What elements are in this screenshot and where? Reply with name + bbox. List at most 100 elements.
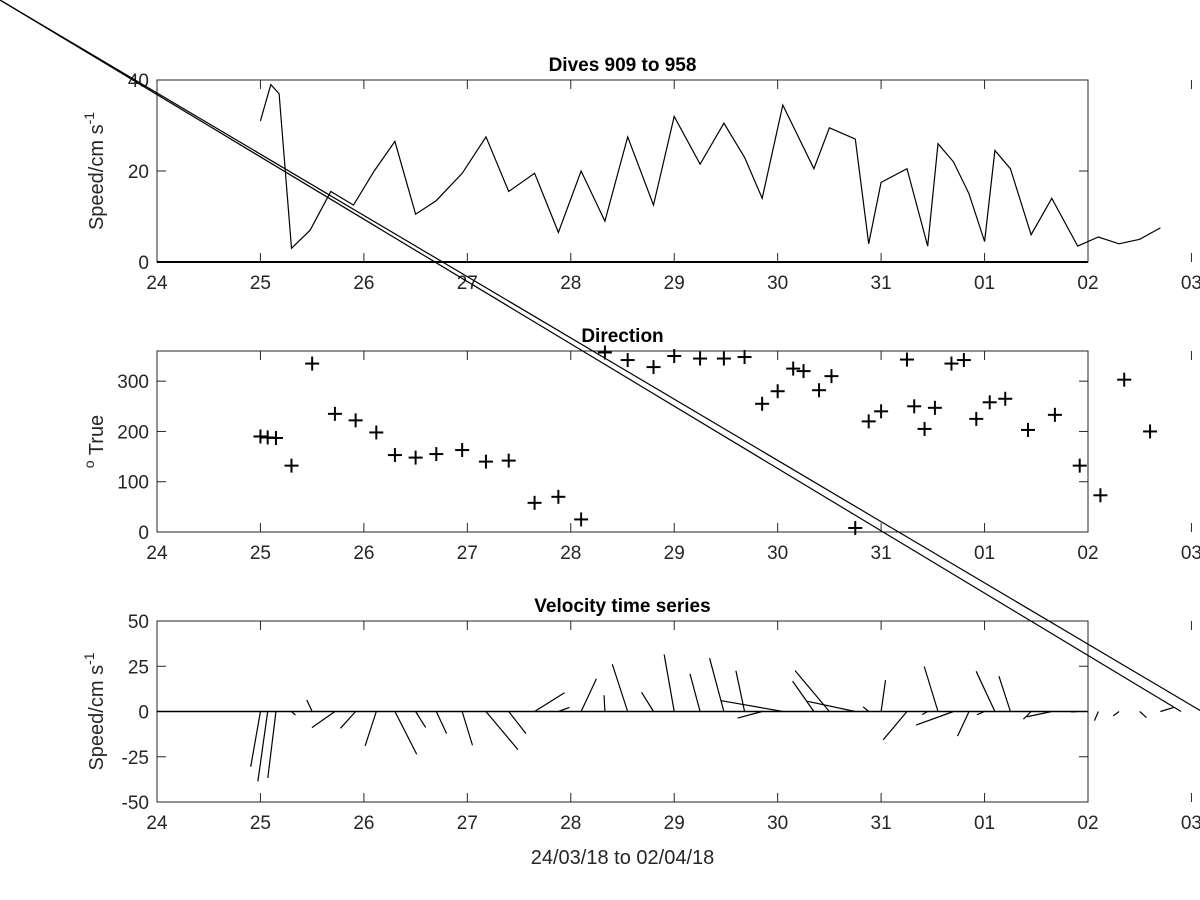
velocity-panel-x-tick-label: 01 xyxy=(974,813,995,834)
velocity-stick xyxy=(580,678,597,712)
velocity-panel-x-label: 24/03/18 to 02/04/18 xyxy=(531,847,715,869)
velocity-stick xyxy=(1160,706,1174,713)
direction-point xyxy=(1047,407,1062,422)
direction-point xyxy=(982,395,997,410)
direction-panel-frame xyxy=(156,350,1089,533)
direction-panel-x-tick-label: 27 xyxy=(457,543,478,564)
velocity-stick xyxy=(0,0,1200,712)
velocity-panel-y-label-main: Speed/cm s xyxy=(86,665,108,771)
speed-panel-x-tick-label: 24 xyxy=(146,273,168,294)
direction-point xyxy=(899,352,914,367)
velocity-panel-x-tick-label: 27 xyxy=(457,813,478,834)
velocity-panel-y-tick-label: 25 xyxy=(128,657,149,678)
direction-point xyxy=(927,400,942,415)
direction-point xyxy=(969,411,984,426)
direction-panel-x-tick-label: 30 xyxy=(767,543,788,564)
direction-point xyxy=(646,360,661,375)
direction-panel-x-tick-label: 28 xyxy=(560,543,581,564)
speed-panel-x-tick-label: 01 xyxy=(974,273,995,294)
velocity-panel-title: Velocity time series xyxy=(534,596,710,617)
velocity-stick xyxy=(880,680,887,712)
velocity-panel-y-tick-label: 0 xyxy=(138,703,149,724)
velocity-stick xyxy=(306,699,313,712)
velocity-stick xyxy=(603,695,606,712)
velocity-panel-x-tick-label: 28 xyxy=(560,813,581,834)
velocity-stick xyxy=(663,654,675,712)
direction-point xyxy=(620,353,635,368)
velocity-stick xyxy=(415,711,427,728)
velocity-stick xyxy=(689,673,701,712)
velocity-panel-y-tick-label: -50 xyxy=(122,793,149,814)
direction-point xyxy=(369,425,384,440)
direction-panel-x-ticks: 24 25 26 27 28 29 30 31 01 02 03 xyxy=(146,351,1200,564)
velocity-stick xyxy=(915,710,954,726)
direction-point xyxy=(755,396,770,411)
velocity-panel-x-tick-label: 26 xyxy=(353,813,374,834)
speed-panel-x-tick-label: 29 xyxy=(664,273,685,294)
speed-panel: Dives 909 to 958 02040 24252627282930310… xyxy=(81,55,1200,294)
velocity-stick xyxy=(485,711,519,751)
direction-point xyxy=(667,349,682,364)
velocity-panel-x-tick-label: 03 xyxy=(1181,813,1200,834)
velocity-stick xyxy=(311,711,336,729)
direction-panel-y-ticks: 0 100 200 300 xyxy=(117,372,1088,544)
direction-point xyxy=(796,364,811,379)
direction-point xyxy=(956,353,971,368)
direction-point xyxy=(348,413,363,428)
direction-panel-y-tick-label: 200 xyxy=(117,422,149,443)
velocity-stick xyxy=(291,711,296,716)
direction-panel-y-label-superscript: o xyxy=(81,460,97,468)
velocity-stick xyxy=(721,700,783,713)
velocity-panel-series xyxy=(0,0,1200,782)
velocity-stick xyxy=(611,663,629,712)
velocity-stick xyxy=(364,711,377,747)
direction-panel-x-tick-label: 01 xyxy=(974,543,995,564)
direction-panel-y-tick-label: 100 xyxy=(117,473,149,494)
velocity-panel-x-tick-label: 24 xyxy=(146,813,168,834)
speed-panel-y-label-superscript: -1 xyxy=(81,112,97,125)
velocity-stick xyxy=(862,706,870,712)
velocity-stick xyxy=(257,711,269,782)
direction-panel-y-tick-label: 0 xyxy=(138,523,149,544)
velocity-stick xyxy=(923,666,939,712)
velocity-panel-x-tick-label: 31 xyxy=(871,813,892,834)
velocity-stick xyxy=(1112,711,1120,717)
velocity-panel-x-ticks: 24 25 26 27 28 29 30 31 01 02 03 xyxy=(146,621,1200,834)
direction-point xyxy=(305,356,320,371)
speed-panel-title: Dives 909 to 958 xyxy=(549,55,697,76)
velocity-stick xyxy=(998,676,1011,712)
direction-point xyxy=(907,399,922,414)
direction-point xyxy=(998,391,1013,406)
velocity-stick xyxy=(1023,711,1032,720)
speed-panel-x-tick-label: 30 xyxy=(767,273,788,294)
direction-panel-y-label: o True xyxy=(81,415,108,468)
velocity-stick xyxy=(0,0,1182,713)
direction-point xyxy=(551,489,566,504)
direction-point xyxy=(848,520,863,535)
speed-panel-series xyxy=(157,83,1161,263)
speed-panel-x-tick-label: 26 xyxy=(353,273,374,294)
direction-point xyxy=(812,383,827,398)
velocity-stick xyxy=(435,711,448,734)
velocity-stick xyxy=(975,671,996,712)
velocity-stick xyxy=(737,710,763,719)
velocity-stick xyxy=(461,711,474,746)
velocity-panel-y-tick-label: -25 xyxy=(122,748,149,769)
velocity-stick xyxy=(709,658,725,712)
velocity-panel-x-tick-label: 02 xyxy=(1077,813,1098,834)
velocity-panel-y-label: Speed/cm s-1 xyxy=(81,652,108,770)
direction-point xyxy=(574,512,589,527)
velocity-stick xyxy=(250,711,262,767)
direction-panel-title: Direction xyxy=(581,326,663,347)
direction-point xyxy=(1143,424,1158,439)
direction-point xyxy=(327,406,342,421)
velocity-stick xyxy=(1026,710,1052,718)
velocity-stick xyxy=(882,711,908,741)
direction-point xyxy=(501,453,516,468)
velocity-stick xyxy=(558,706,570,713)
direction-point xyxy=(478,454,493,469)
velocity-stick xyxy=(1139,711,1147,719)
velocity-panel-y-ticks: -50 -25 0 25 50 xyxy=(122,612,1088,814)
velocity-stick xyxy=(792,680,815,712)
direction-point xyxy=(861,414,876,429)
